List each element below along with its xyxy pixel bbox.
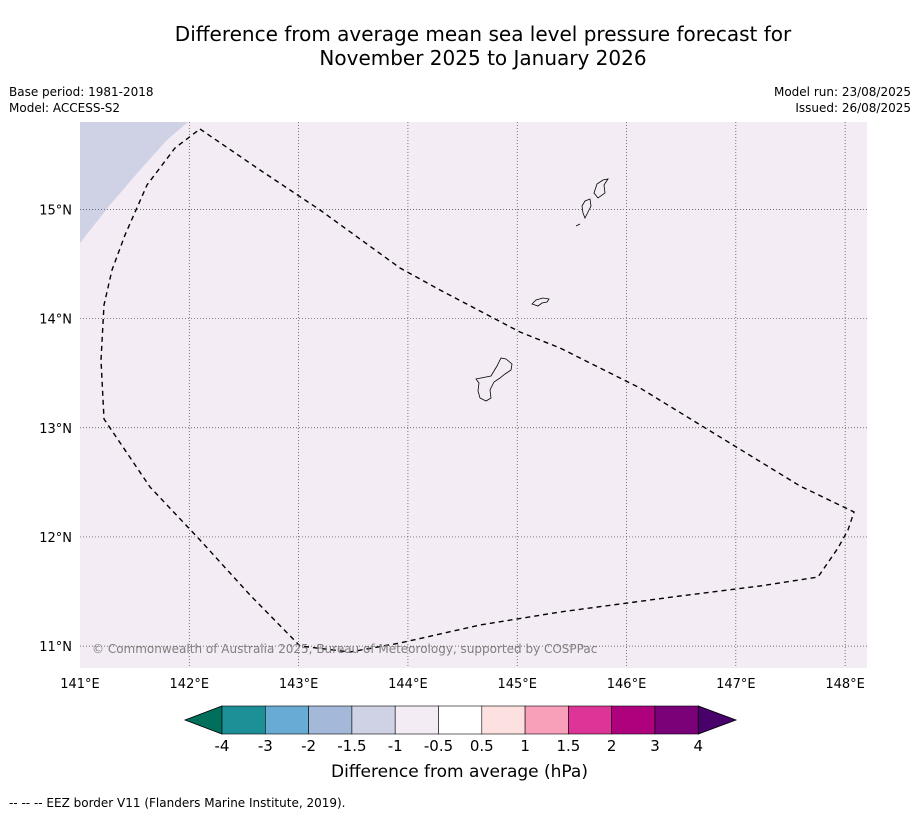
issued-text: Issued: 26/08/2025 [795, 101, 911, 115]
island-aguijan [575, 223, 581, 227]
colorbar-tick-label: -3 [258, 737, 273, 755]
island-tinian [581, 198, 592, 219]
map-background [80, 122, 867, 668]
lat-tick-label: 14°N [39, 313, 72, 328]
copyright-text: © Commonwealth of Australia 2025, Bureau… [92, 642, 597, 656]
graticule [80, 122, 867, 668]
colorbar-tick-label: 3 [650, 737, 660, 755]
colorbar-tick-label: -4 [215, 737, 230, 755]
longitude-labels: 141°E 142°E 143°E 144°E 145°E 146°E 147°E 148°E [60, 677, 865, 692]
colorbar-segment [438, 705, 483, 735]
model-run-text: Model run: 23/08/2025 [773, 85, 911, 99]
pressure-anomaly-area [80, 122, 188, 243]
island-guam [475, 357, 513, 402]
meta-left: Base period: 1981-2018 Model: ACCESS-S2 [9, 84, 154, 116]
island-rota [531, 297, 550, 307]
lon-tick-label: 143°E [279, 677, 319, 692]
colorbar-segment [308, 705, 353, 735]
colorbar-segment [568, 705, 613, 735]
lon-tick-label: 142°E [170, 677, 210, 692]
meta-right: Model run: 23/08/2025 Issued: 26/08/2025 [774, 84, 911, 116]
colorbar-under-arrow [183, 705, 223, 735]
colorbar-tick-label: 4 [694, 737, 704, 755]
colorbar-label: Difference from average (hPa) [331, 762, 588, 782]
colorbar-segment [394, 705, 439, 735]
colorbar-segment [264, 705, 309, 735]
colorbar-tick-label: -1.5 [337, 737, 366, 755]
colorbar-segment [221, 705, 266, 735]
colorbar-over-arrow [697, 705, 738, 735]
model-text: Model: ACCESS-S2 [9, 101, 121, 115]
colorbar-tick-label: 2 [607, 737, 617, 755]
colorbar-tick-label: -0.5 [424, 737, 453, 755]
colorbar-tick-label: 0.5 [470, 737, 494, 755]
colorbar-segment [351, 705, 396, 735]
colorbar-tick-label: 1 [520, 737, 530, 755]
lat-tick-label: 13°N [39, 422, 72, 437]
lat-tick-label: 11°N [39, 640, 72, 655]
colorbar-segment [524, 705, 569, 735]
eez-legend-text: -- -- -- EEZ border V11 (Flanders Marine… [9, 796, 346, 810]
colorbar-segment [481, 705, 526, 735]
colorbar: -4 -3 -2 -1.5 -1 -0.5 0.5 1 1.5 2 3 4 [183, 705, 738, 755]
island-saipan [593, 178, 609, 199]
colorbar-tick-label: -1 [388, 737, 403, 755]
lon-tick-label: 144°E [388, 677, 428, 692]
lon-tick-label: 145°E [497, 677, 537, 692]
lon-tick-label: 146°E [607, 677, 647, 692]
title-line-2: November 2025 to January 2026 [319, 46, 647, 70]
lon-tick-label: 148°E [825, 677, 865, 692]
lat-tick-label: 15°N [39, 203, 72, 218]
lat-tick-label: 12°N [39, 531, 72, 546]
base-period-text: Base period: 1981-2018 [9, 85, 154, 99]
colorbar-segment [654, 705, 699, 735]
latitude-labels: 15°N 14°N 13°N 12°N 11°N [39, 203, 72, 655]
lon-tick-label: 141°E [60, 677, 100, 692]
chart-title: Difference from average mean sea level p… [0, 22, 919, 70]
title-line-1: Difference from average mean sea level p… [174, 22, 792, 46]
colorbar-tick-label: 1.5 [556, 737, 580, 755]
colorbar-tick-label: -2 [301, 737, 316, 755]
eez-border [100, 128, 855, 653]
lon-tick-label: 147°E [716, 677, 756, 692]
colorbar-segment [611, 705, 656, 735]
